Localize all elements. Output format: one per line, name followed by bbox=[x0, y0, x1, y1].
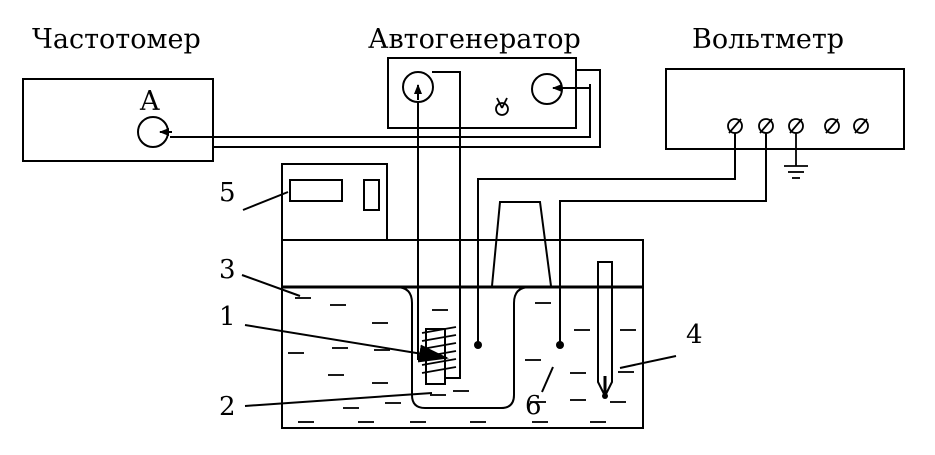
voltmeter-terminal-icon bbox=[727, 118, 743, 134]
leader-6 bbox=[541, 366, 554, 393]
coil-winding-icon bbox=[421, 326, 457, 374]
frequency-meter-input-label: A bbox=[139, 86, 160, 117]
electrode-left bbox=[474, 341, 482, 349]
label-5: 5 bbox=[219, 178, 236, 208]
autogenerator-box bbox=[387, 57, 577, 129]
leader-1 bbox=[244, 324, 449, 363]
leader-2 bbox=[244, 392, 433, 407]
thermostat-bath bbox=[281, 239, 644, 429]
autogenerator bbox=[387, 57, 577, 129]
label-3: 3 bbox=[219, 255, 236, 285]
wiring bbox=[159, 69, 767, 379]
voltmeter-terminal-icon bbox=[758, 118, 774, 134]
coil-wire-right bbox=[432, 71, 461, 379]
label-1: 1 bbox=[219, 302, 236, 332]
leader-3 bbox=[241, 274, 301, 297]
voltmeter-terminal-icon bbox=[824, 118, 840, 134]
control-unit-switch bbox=[363, 179, 380, 211]
label-4: 4 bbox=[686, 320, 703, 350]
bath-outer-box bbox=[281, 239, 644, 429]
bath-liquid-marks bbox=[288, 297, 636, 423]
freqmeter-wire-outer bbox=[213, 69, 601, 148]
control-unit bbox=[281, 163, 388, 241]
control-unit-display bbox=[289, 179, 343, 202]
frequency-meter-box bbox=[22, 78, 214, 162]
autogenerator-knob-icon bbox=[495, 97, 509, 116]
thermometer-icon bbox=[597, 261, 613, 399]
electrode-wire-right bbox=[559, 133, 767, 345]
label-6: 6 bbox=[525, 391, 542, 421]
frequency-meter-title: Частотомер bbox=[32, 24, 201, 55]
voltmeter bbox=[665, 68, 905, 179]
electrode-right bbox=[556, 341, 564, 349]
voltmeter-terminal-icon bbox=[853, 118, 869, 134]
label-2: 2 bbox=[219, 392, 236, 422]
autogenerator-title: Автогенератор bbox=[368, 24, 581, 55]
inner-test-vessel bbox=[395, 286, 531, 409]
frequency-meter: A bbox=[22, 78, 214, 162]
leader-5 bbox=[242, 191, 289, 211]
ground-icon bbox=[784, 133, 808, 179]
electrode-wire-left bbox=[477, 133, 736, 345]
voltmeter-title: Вольтметр bbox=[692, 24, 844, 55]
leader-4 bbox=[619, 355, 677, 369]
voltmeter-terminal-icon bbox=[788, 118, 804, 134]
freqmeter-wire-inner bbox=[170, 84, 591, 138]
heater-loop bbox=[491, 201, 552, 287]
voltmeter-box bbox=[665, 68, 905, 150]
